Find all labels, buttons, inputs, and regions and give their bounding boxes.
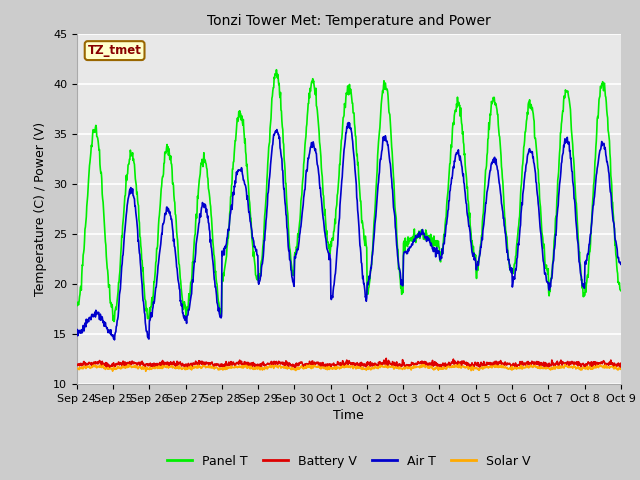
Solar V <box>142 369 150 374</box>
Solar V <box>371 365 378 371</box>
Solar V <box>73 365 81 371</box>
Battery V <box>145 361 153 367</box>
Solar V <box>456 361 463 367</box>
Panel T <box>73 301 81 307</box>
Air T <box>309 139 317 145</box>
Panel T <box>310 78 317 84</box>
Line: Solar V: Solar V <box>77 364 621 372</box>
Panel T <box>110 319 118 324</box>
Solar V <box>359 365 367 371</box>
Air T <box>371 221 379 227</box>
Battery V <box>370 362 378 368</box>
Air T <box>165 207 173 213</box>
Battery V <box>164 360 172 366</box>
Air T <box>257 273 264 279</box>
Title: Tonzi Tower Met: Temperature and Power: Tonzi Tower Met: Temperature and Power <box>207 14 491 28</box>
Panel T <box>371 208 379 214</box>
Battery V <box>309 358 317 364</box>
Panel T <box>165 146 173 152</box>
Panel T <box>617 288 625 294</box>
Air T <box>111 337 118 343</box>
Legend: Panel T, Battery V, Air T, Solar V: Panel T, Battery V, Air T, Solar V <box>163 450 535 473</box>
Text: TZ_tmet: TZ_tmet <box>88 44 141 57</box>
Battery V <box>617 360 625 366</box>
Battery V <box>73 362 81 368</box>
Solar V <box>257 365 264 371</box>
Air T <box>360 281 367 287</box>
Line: Panel T: Panel T <box>77 70 621 322</box>
Air T <box>617 262 625 267</box>
Solar V <box>165 364 173 370</box>
Air T <box>145 318 153 324</box>
Panel T <box>360 227 367 232</box>
Solar V <box>617 366 625 372</box>
Solar V <box>145 367 153 372</box>
Battery V <box>256 361 264 367</box>
Line: Air T: Air T <box>77 122 621 340</box>
Solar V <box>309 365 317 371</box>
X-axis label: Time: Time <box>333 409 364 422</box>
Panel T <box>145 308 153 314</box>
Battery V <box>359 360 367 366</box>
Line: Battery V: Battery V <box>77 358 621 369</box>
Air T <box>345 120 353 125</box>
Panel T <box>273 67 280 72</box>
Air T <box>73 330 81 336</box>
Panel T <box>257 269 264 275</box>
Battery V <box>437 366 445 372</box>
Battery V <box>382 355 390 361</box>
Y-axis label: Temperature (C) / Power (V): Temperature (C) / Power (V) <box>35 122 47 296</box>
